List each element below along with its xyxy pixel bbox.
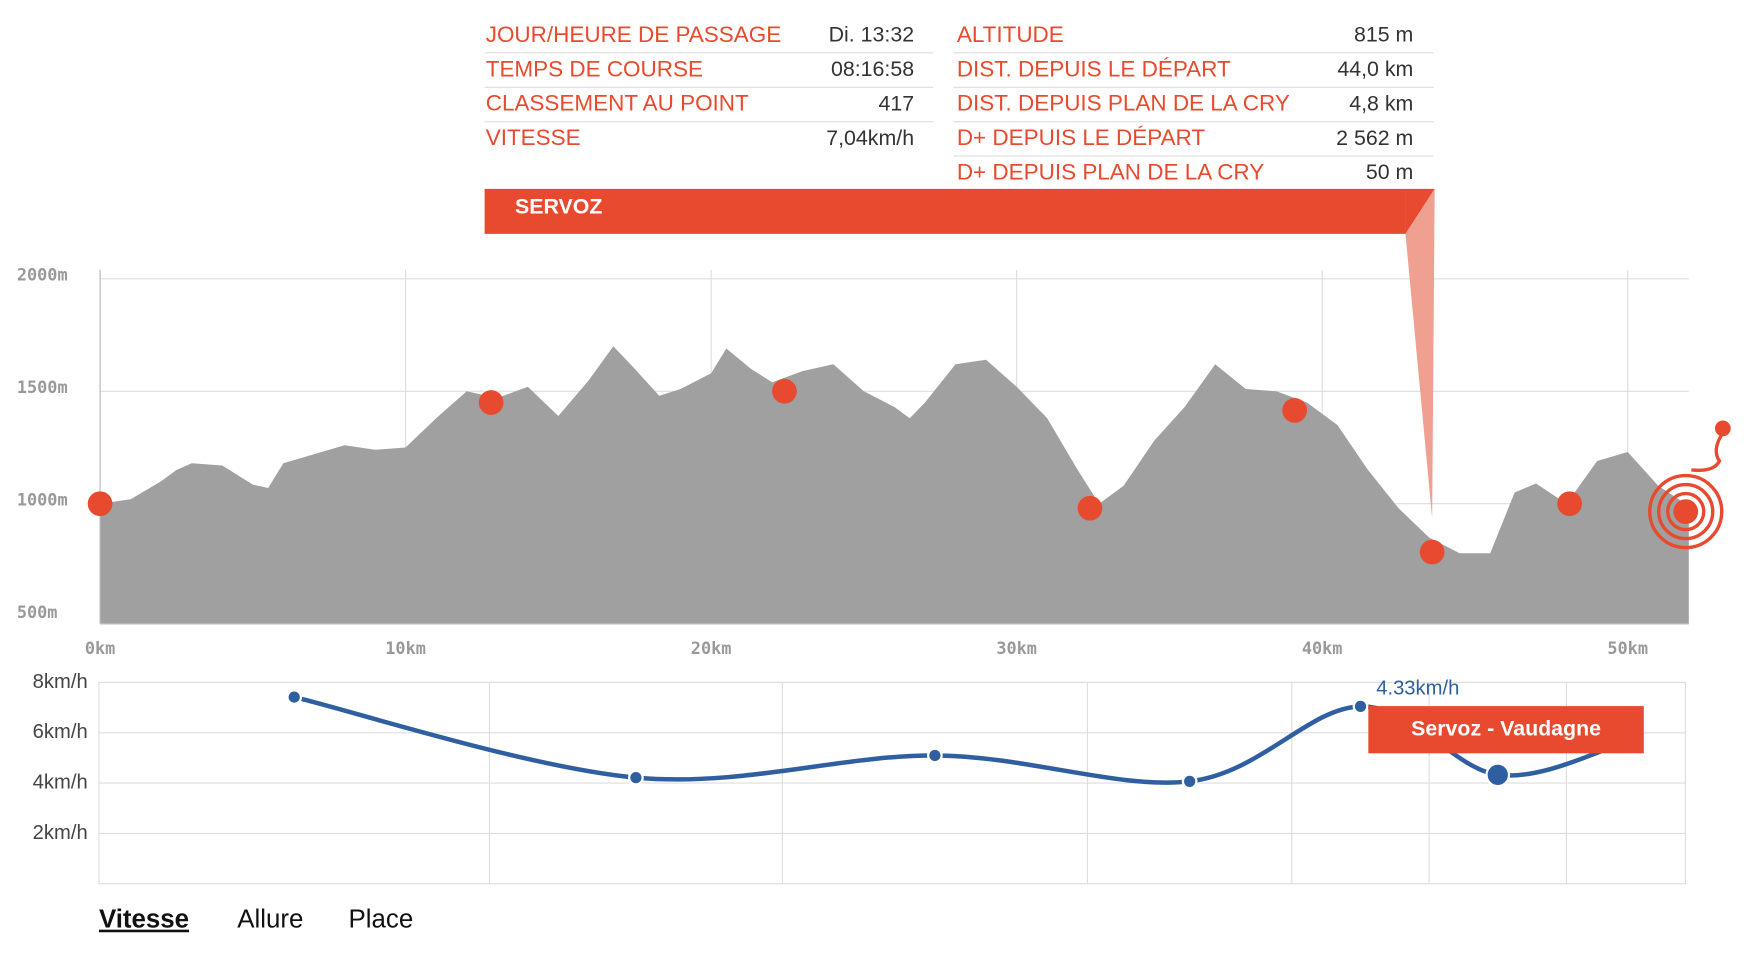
- info-value: 08:16:58: [831, 57, 914, 81]
- speed-point: [1181, 773, 1198, 790]
- info-label: D+ DEPUIS PLAN DE LA CRY: [957, 160, 1264, 185]
- info-value: 4,8 km: [1349, 91, 1413, 115]
- tab[interactable]: Place: [349, 906, 414, 934]
- checkpoint: [772, 378, 797, 404]
- finish-icon: [1691, 431, 1725, 473]
- y-tick-label: 1500m: [17, 377, 68, 397]
- tab[interactable]: Allure: [237, 906, 303, 934]
- info-value: 815 m: [1354, 23, 1413, 47]
- checkpoint: [1673, 499, 1699, 524]
- x-tick-label: 10km: [385, 638, 426, 658]
- y-tick-label: 8km/h: [33, 671, 88, 693]
- info-value: 2 562 m: [1336, 126, 1413, 150]
- checkpoint: [1282, 398, 1308, 423]
- info-label: DIST. DEPUIS LE DÉPART: [957, 56, 1231, 81]
- x-tick-label: 50km: [1607, 638, 1648, 658]
- info-label: TEMPS DE COURSE: [486, 56, 703, 81]
- info-value: 44,0 km: [1337, 57, 1413, 81]
- tooltip-value: 4.33km/h: [1376, 678, 1459, 700]
- y-tick-label: 6km/h: [33, 721, 88, 743]
- elevation-area: [100, 346, 1689, 625]
- y-tick-label: 500m: [17, 602, 58, 622]
- x-tick-label: 0km: [85, 638, 115, 658]
- tab[interactable]: Vitesse: [99, 906, 189, 934]
- info-label: DIST. DEPUIS PLAN DE LA CRY: [957, 91, 1290, 116]
- y-tick-label: 2000m: [17, 264, 68, 284]
- finish-ring: [1666, 491, 1706, 532]
- finish-ring: [1648, 473, 1724, 550]
- speed-point: [927, 747, 943, 764]
- x-tick-label: 30km: [996, 638, 1037, 658]
- x-tick-label: 20km: [691, 638, 732, 658]
- finish-ring: [1657, 482, 1715, 541]
- info-value: 417: [878, 91, 914, 115]
- checkpoint: [1077, 495, 1103, 521]
- y-tick-label: 1000m: [17, 489, 68, 509]
- checkpoint: [478, 390, 504, 415]
- info-value: 7,04km/h: [826, 126, 914, 150]
- speed-point: [1485, 762, 1511, 788]
- pointer: [1405, 188, 1435, 519]
- finish-icon: [1714, 420, 1731, 437]
- info-label: ALTITUDE: [957, 22, 1064, 47]
- info-label: JOUR/HEURE DE PASSAGE: [486, 22, 781, 47]
- info-label: CLASSEMENT AU POINT: [486, 91, 749, 116]
- speed-point: [286, 689, 303, 705]
- checkpoint: [1557, 491, 1583, 517]
- y-tick-label: 4km/h: [33, 771, 88, 793]
- info-label: VITESSE: [486, 125, 581, 150]
- banner: [484, 188, 1406, 234]
- info-label: D+ DEPUIS LE DÉPART: [957, 125, 1206, 150]
- checkpoint: [1419, 539, 1445, 565]
- y-tick-label: 2km/h: [33, 822, 88, 844]
- speed-line: [293, 694, 1625, 785]
- speed-point: [628, 769, 644, 786]
- banner-title: SERVOZ: [515, 195, 602, 219]
- tooltip-label: Servoz - Vaudagne: [1411, 716, 1601, 740]
- tooltip: [1368, 706, 1644, 754]
- info-value: Di. 13:32: [829, 23, 915, 47]
- speed-point: [1352, 698, 1369, 715]
- x-tick-label: 40km: [1302, 638, 1343, 658]
- checkpoint: [87, 491, 113, 517]
- info-value: 50 m: [1366, 160, 1414, 184]
